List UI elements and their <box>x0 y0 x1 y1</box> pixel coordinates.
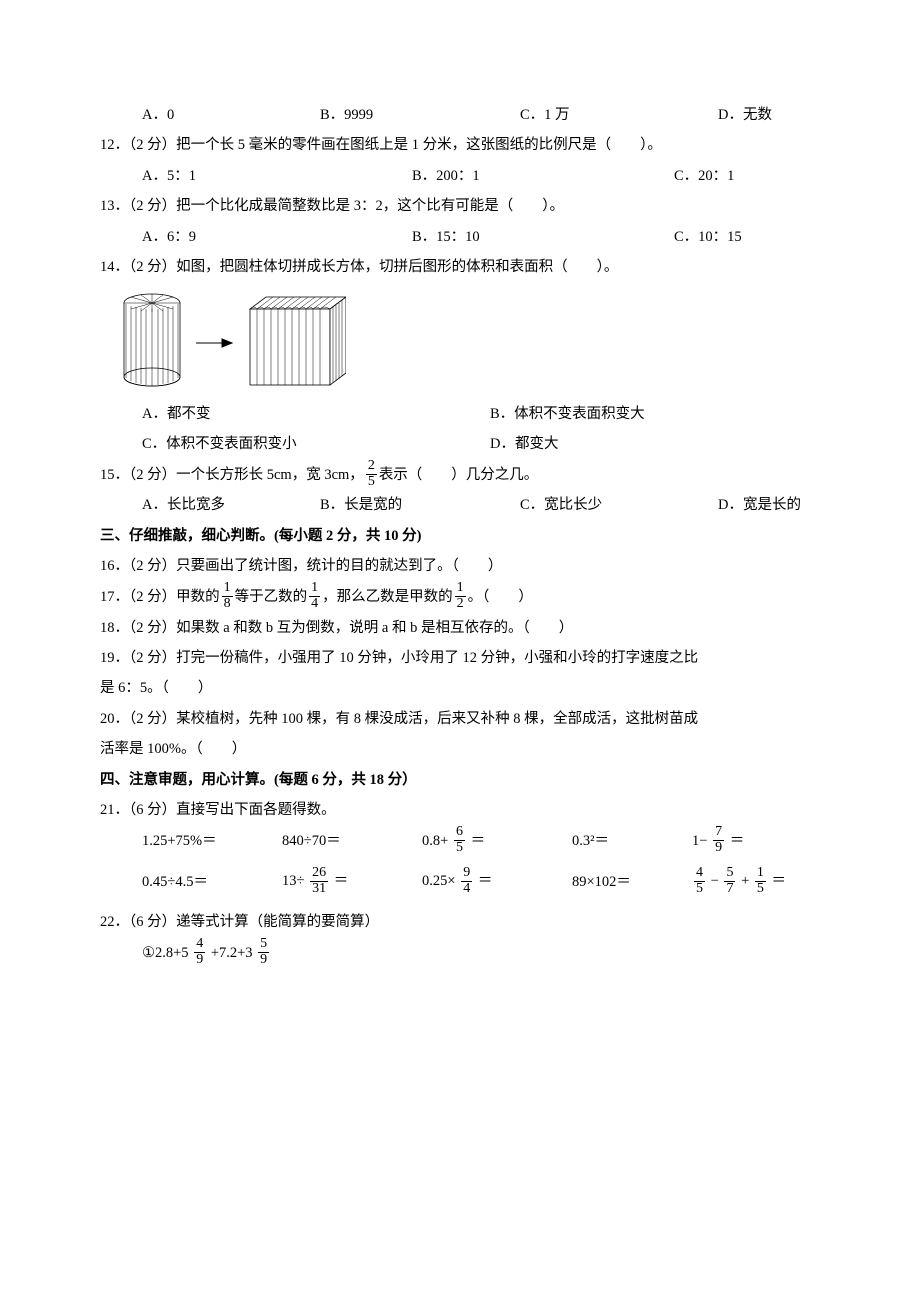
q21-r2c5: 45 − 57 + 15 ＝ <box>692 866 842 897</box>
q19-line2: 是 6：5。（ ） <box>100 673 820 703</box>
q17-left: 17．（2 分）甲数的 <box>100 589 220 605</box>
q21-stem: 21．（6 分）直接写出下面各题得数。 <box>100 795 820 825</box>
q21-r1c3-frac: 65 <box>452 825 467 855</box>
q11-options-row: A．0 B．9999 C．1 万 D．无数 <box>100 100 820 130</box>
q12-stem: 12．（2 分）把一个长 5 毫米的零件画在图纸上是 1 分米，这张图纸的比例尺… <box>100 130 820 160</box>
q21-grid: 1.25+75%＝ 840÷70＝ 0.8+ 65 ＝ 0.3²＝ 1− 79 … <box>100 826 820 898</box>
q13-options-row: A．6：9 B．15：10 C．10：15 <box>100 222 820 252</box>
q19-line1: 19．（2 分）打完一份稿件，小强用了 10 分钟，小玲用了 12 分钟，小强和… <box>100 643 820 673</box>
q17-right: 。（ ） <box>468 589 533 605</box>
q21-r2c4: 89×102＝ <box>572 867 692 897</box>
q14-options-row1: A．都不变 B．体积不变表面积变大 <box>100 399 820 429</box>
q17-frac3: 12 <box>453 581 468 611</box>
q12-option-C: C．20：1 <box>674 161 734 191</box>
q21-r2c5-f2: 57 <box>722 866 737 896</box>
q15-stem-left: 15．（2 分）一个长方形长 5cm，宽 3cm， <box>100 467 364 483</box>
q16-stem: 16．（2 分）只要画出了统计图，统计的目的就达到了。（ ） <box>100 551 820 581</box>
q22-expr: ①2.8+5 49 +7.2+3 59 <box>100 938 820 969</box>
q22-stem: 22．（6 分）递等式计算（能简算的要简算） <box>100 907 820 937</box>
q17-mid2: ，那么乙数是甲数的 <box>322 589 453 605</box>
q21-r2c3: 0.25× 94 ＝ <box>422 866 572 897</box>
q15-frac: 25 <box>364 459 379 489</box>
q14-option-A: A．都不变 <box>142 399 490 429</box>
q11-option-B: B．9999 <box>320 100 520 130</box>
q12-option-B: B．200：1 <box>412 161 674 191</box>
q13-option-B: B．15：10 <box>412 222 674 252</box>
q11-option-C: C．1 万 <box>520 100 718 130</box>
q15-stem: 15．（2 分）一个长方形长 5cm，宽 3cm，25表示（ ）几分之几。 <box>100 460 820 491</box>
q21-r1c5-frac: 79 <box>711 825 726 855</box>
q15-options-row: A．长比宽多 B．长是宽的 C．宽比长少 D．宽是长的 <box>100 490 820 520</box>
q15-option-A: A．长比宽多 <box>142 490 320 520</box>
q14-figure <box>100 283 820 399</box>
q15-option-D: D．宽是长的 <box>718 490 801 520</box>
q21-r1c2: 840÷70＝ <box>282 826 422 856</box>
q11-option-A: A．0 <box>142 100 320 130</box>
section4-heading: 四、注意审题，用心计算。(每题 6 分，共 18 分） <box>100 765 820 795</box>
q22-f2: 59 <box>256 937 271 967</box>
q12-options-row: A．5：1 B．200：1 C．20：1 <box>100 161 820 191</box>
q17-mid1: 等于乙数的 <box>235 589 308 605</box>
q21-r2c3-frac: 94 <box>459 866 474 896</box>
q17-frac1: 18 <box>220 581 235 611</box>
q15-option-B: B．长是宽的 <box>320 490 520 520</box>
q22-f1: 49 <box>192 937 207 967</box>
q13-stem: 13．（2 分）把一个比化成最简整数比是 3：2，这个比有可能是（ ）。 <box>100 191 820 221</box>
q15-option-C: C．宽比长少 <box>520 490 718 520</box>
q21-r2c1: 0.45÷4.5＝ <box>142 867 282 897</box>
q20-line1: 20．（2 分）某校植树，先种 100 棵，有 8 棵没成活，后来又补种 8 棵… <box>100 704 820 734</box>
q21-r2c5-f3: 15 <box>753 866 768 896</box>
q14-option-D: D．都变大 <box>490 429 558 459</box>
section3-heading: 三、仔细推敲，细心判断。(每小题 2 分，共 10 分) <box>100 521 820 551</box>
q21-row1: 1.25+75%＝ 840÷70＝ 0.8+ 65 ＝ 0.3²＝ 1− 79 … <box>142 826 820 857</box>
q20-line2: 活率是 100%。（ ） <box>100 734 820 764</box>
q21-r1c4: 0.3²＝ <box>572 826 692 856</box>
q17-frac2: 14 <box>307 581 322 611</box>
q17-stem: 17．（2 分）甲数的18等于乙数的14，那么乙数是甲数的12。（ ） <box>100 582 820 613</box>
q22-mid: +7.2+3 <box>211 945 253 961</box>
q21-row2: 0.45÷4.5＝ 13÷ 2631 ＝ 0.25× 94 ＝ 89×102＝ … <box>142 866 820 897</box>
q21-r2c2: 13÷ 2631 ＝ <box>282 866 422 897</box>
q11-option-D: D．无数 <box>718 100 772 130</box>
q14-option-B: B．体积不变表面积变大 <box>490 399 645 429</box>
cylinder-to-cuboid-svg <box>114 291 346 391</box>
q15-stem-right: 表示（ ）几分之几。 <box>379 467 539 483</box>
q21-r1c3: 0.8+ 65 ＝ <box>422 826 572 857</box>
q22-lead: ①2.8+5 <box>142 945 189 961</box>
q12-option-A: A．5：1 <box>142 161 412 191</box>
q21-r1c5: 1− 79 ＝ <box>692 826 842 857</box>
q13-option-A: A．6：9 <box>142 222 412 252</box>
q18-stem: 18．（2 分）如果数 a 和数 b 互为倒数，说明 a 和 b 是相互依存的。… <box>100 613 820 643</box>
q21-r1c1: 1.25+75%＝ <box>142 826 282 856</box>
q21-r2c2-frac: 2631 <box>308 866 330 896</box>
q14-stem: 14．（2 分）如图，把圆柱体切拼成长方体，切拼后图形的体积和表面积（ ）。 <box>100 252 820 282</box>
q14-option-C: C．体积不变表面积变小 <box>142 429 490 459</box>
q21-r2c5-f1: 45 <box>692 866 707 896</box>
q13-option-C: C．10：15 <box>674 222 742 252</box>
q14-options-row2: C．体积不变表面积变小 D．都变大 <box>100 429 820 459</box>
